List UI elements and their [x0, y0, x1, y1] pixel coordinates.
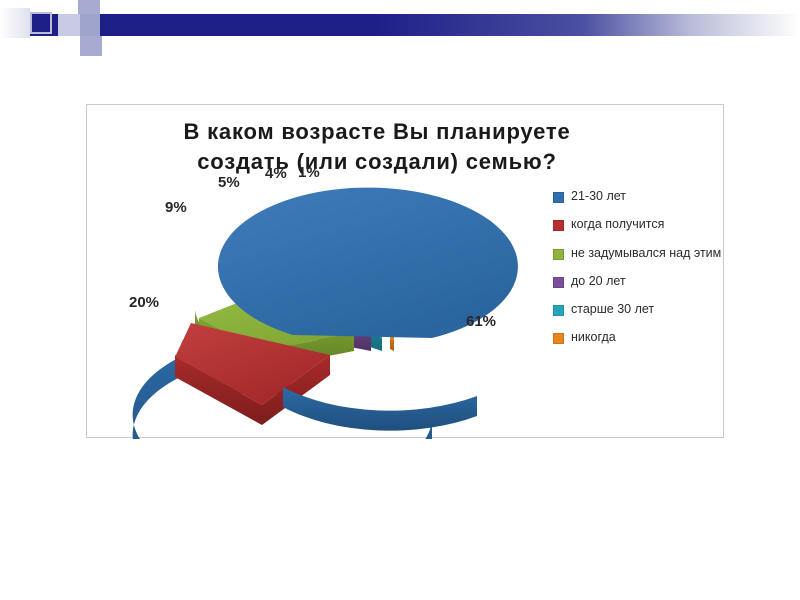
legend-item-label: до 20 лет [571, 273, 626, 288]
banner-gradient-bar [22, 14, 800, 36]
banner-square-accent [30, 12, 52, 34]
pie-label-20: 20% [129, 294, 160, 311]
legend-swatch-icon [553, 276, 564, 288]
legend-item-ne-zadumyvalsya[interactable]: не задумывался над этим [553, 246, 725, 261]
legend-item-starshe-30[interactable]: старше 30 лет [553, 302, 725, 317]
chart-title-line-2: создать (или создали) семью? [197, 148, 557, 174]
pie-plot-area: 61% 20% 9% 5% 4% 1% [87, 164, 557, 439]
decorative-header-banner [0, 0, 800, 70]
legend-swatch-icon [553, 220, 564, 232]
legend-swatch-icon [553, 248, 564, 260]
legend-item-do-20[interactable]: до 20 лет [553, 274, 725, 289]
banner-square-g [58, 36, 80, 56]
legend-item-label: старше 30 лет [571, 302, 655, 316]
chart-title: В каком возрасте Вы планируете создать (… [127, 117, 627, 176]
legend-item-label: никогда [571, 330, 616, 345]
legend-item-label: когда получится [571, 217, 665, 232]
banner-square-e [58, 14, 80, 36]
banner-square-i [100, 0, 120, 14]
legend-item-kogda-poluchitsya[interactable]: когда получится [553, 217, 725, 232]
pie-slice-21-30 [217, 187, 518, 431]
banner-square-h [80, 36, 102, 56]
legend-swatch-icon [553, 192, 564, 203]
legend-item-label: 21-30 лет [571, 189, 626, 203]
chart-title-line-1: В каком возрасте Вы планируете [183, 119, 571, 144]
legend-item-nikogda[interactable]: никогда [553, 330, 725, 345]
banner-square-d [78, 0, 100, 16]
pie-chart-container: В каком возрасте Вы планируете создать (… [86, 104, 725, 439]
pie-label-4: 4% [265, 165, 287, 182]
banner-square-a [0, 8, 30, 38]
pie-label-1: 1% [298, 164, 320, 181]
pie-label-5: 5% [218, 174, 240, 191]
legend-swatch-icon [553, 333, 564, 345]
chart-legend: 21-30 лет когда получится не задумывался… [553, 189, 725, 359]
legend-item-21-30[interactable]: 21-30 лет [553, 189, 725, 204]
pie-label-9: 9% [165, 199, 187, 216]
pie-chart-graphic [132, 187, 518, 439]
pie-label-61: 61% [466, 313, 497, 330]
pie-slice-kogda-poluchitsya [175, 323, 330, 425]
legend-swatch-icon [553, 305, 564, 316]
banner-square-f [80, 14, 100, 36]
legend-item-label: не задумывался над этим [571, 245, 722, 260]
